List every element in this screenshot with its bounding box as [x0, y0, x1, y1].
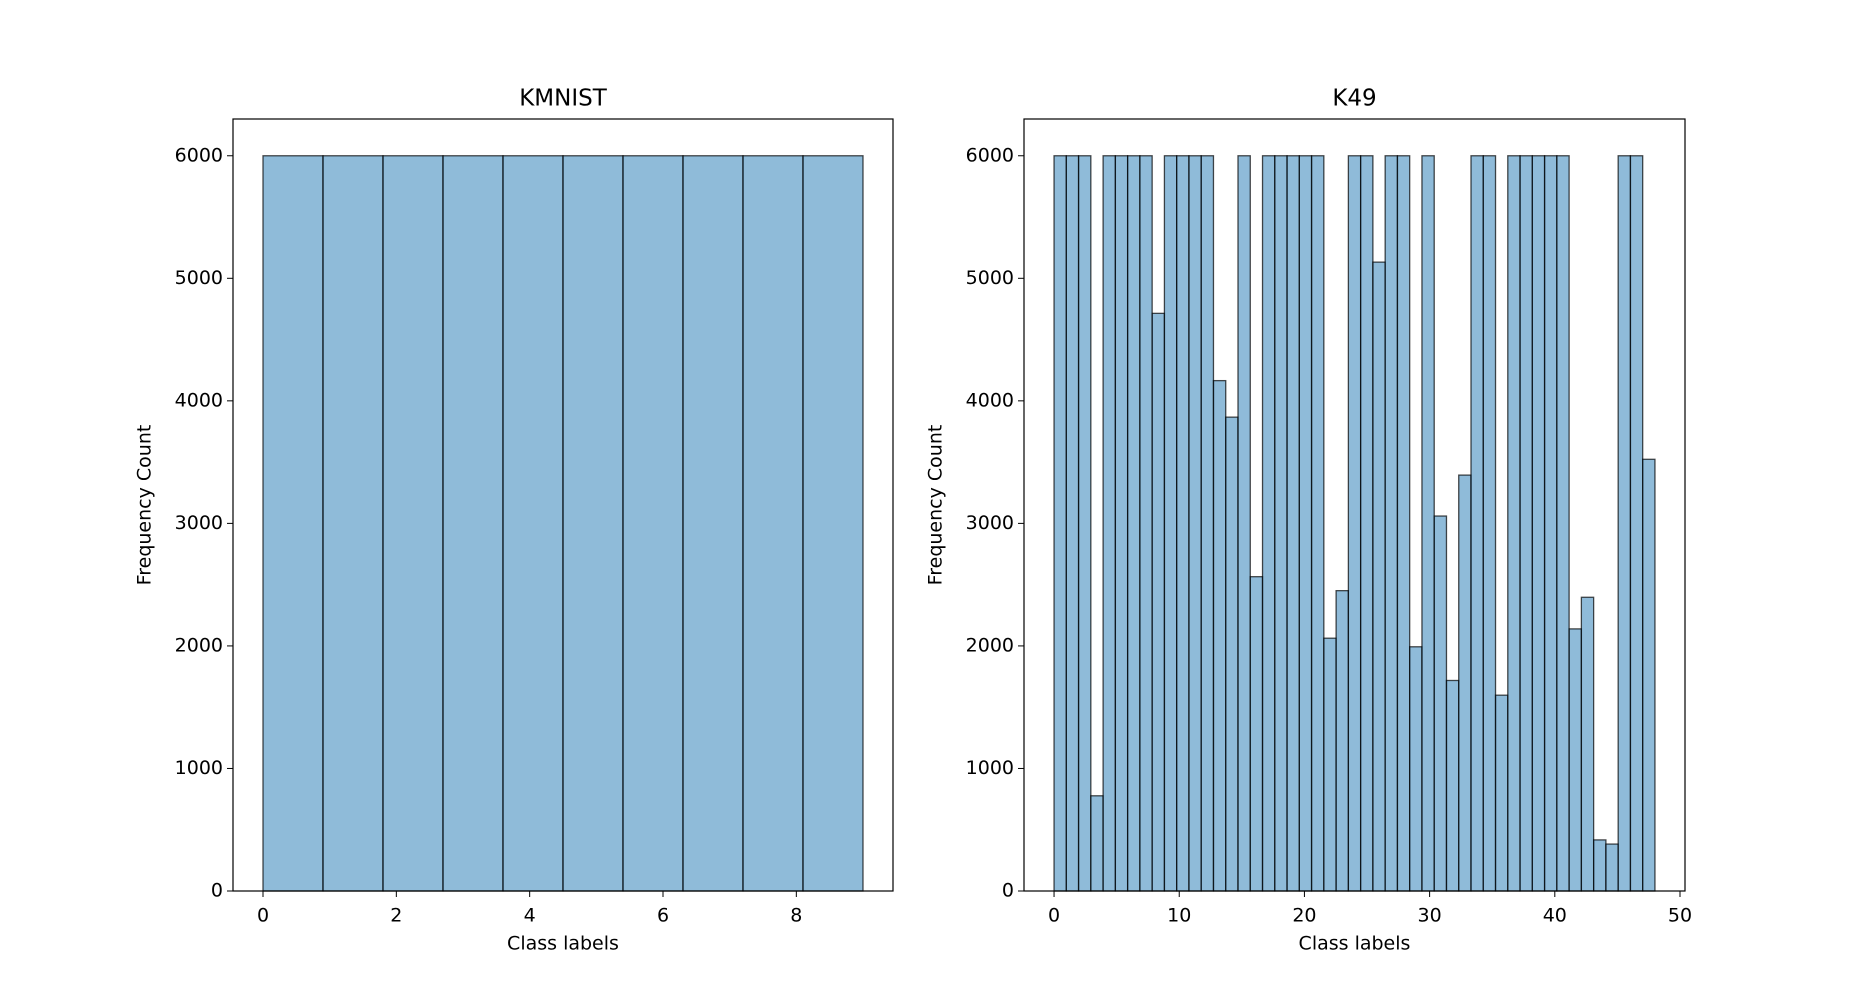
bar	[1188, 155, 1202, 892]
bar	[1642, 458, 1656, 892]
chart-title: K49	[1332, 86, 1376, 112]
bar	[1482, 155, 1497, 892]
x-tick-label: 6	[657, 905, 669, 927]
bar	[1396, 155, 1411, 892]
bar	[1237, 155, 1251, 892]
bar	[1409, 646, 1423, 892]
bar	[1225, 416, 1239, 892]
bar	[1592, 839, 1607, 892]
bar	[1543, 155, 1558, 892]
bar	[1077, 155, 1092, 892]
x-tick-label: 2	[390, 905, 402, 927]
bar	[1200, 155, 1215, 892]
bar	[1568, 628, 1583, 892]
y-axis-label: Frequency Count	[134, 425, 156, 586]
bar	[1445, 679, 1460, 892]
bar	[1090, 795, 1104, 892]
bar	[1310, 155, 1325, 892]
bar	[1212, 379, 1227, 892]
bar	[1359, 155, 1374, 892]
bar	[382, 155, 444, 892]
bar	[1347, 155, 1362, 892]
bar	[1556, 155, 1570, 892]
bar	[1298, 155, 1313, 892]
bar	[442, 155, 504, 892]
bar	[1053, 155, 1067, 892]
bar	[1065, 155, 1080, 892]
bar	[1335, 590, 1350, 892]
y-tick-label: 6000	[966, 144, 1014, 166]
chart-title: KMNIST	[519, 86, 608, 112]
bar	[622, 155, 684, 892]
x-tick-label: 30	[1418, 905, 1442, 927]
y-tick-label: 3000	[966, 512, 1014, 534]
x-tick-label: 50	[1668, 905, 1692, 927]
bar	[1323, 637, 1337, 892]
bar	[1629, 155, 1644, 892]
y-tick-label: 0	[211, 880, 223, 902]
bar	[1163, 155, 1178, 892]
bar	[1114, 155, 1129, 892]
bar	[1605, 843, 1619, 892]
x-tick-label: 8	[790, 905, 802, 927]
x-axis-label: Class labels	[1299, 933, 1411, 955]
bar	[1531, 155, 1546, 892]
bar	[1102, 155, 1117, 892]
y-tick-label: 3000	[175, 512, 223, 534]
bar	[1519, 155, 1533, 892]
bar	[742, 155, 804, 892]
bar	[1507, 155, 1521, 892]
bar	[1617, 155, 1632, 892]
bar	[1580, 596, 1595, 892]
x-tick-label: 10	[1167, 905, 1191, 927]
bar	[1139, 155, 1153, 892]
bar	[1470, 155, 1484, 892]
x-tick-label: 20	[1292, 905, 1316, 927]
y-tick-label: 0	[1002, 880, 1014, 902]
bar	[1433, 515, 1448, 892]
bar	[322, 155, 384, 892]
x-tick-label: 0	[257, 905, 269, 927]
y-tick-label: 4000	[966, 389, 1014, 411]
bar	[262, 155, 324, 892]
axes-frame	[232, 118, 894, 892]
y-tick-label: 2000	[175, 634, 223, 656]
y-tick-label: 1000	[966, 757, 1014, 779]
x-tick-label: 0	[1048, 905, 1060, 927]
x-axis-label: Class labels	[507, 933, 619, 955]
bar	[1261, 155, 1276, 892]
axes-frame	[1023, 118, 1686, 892]
bar	[1384, 155, 1399, 892]
y-tick-label: 2000	[966, 634, 1014, 656]
x-tick-label: 4	[524, 905, 536, 927]
bar	[1458, 474, 1472, 892]
bar	[1151, 312, 1166, 892]
y-tick-label: 4000	[175, 389, 223, 411]
y-tick-label: 6000	[175, 144, 223, 166]
bar	[562, 155, 624, 892]
bar	[1494, 694, 1509, 892]
bar	[1421, 155, 1435, 892]
bar	[1274, 155, 1288, 892]
bar	[802, 155, 864, 892]
y-tick-label: 5000	[966, 267, 1014, 289]
x-tick-label: 40	[1543, 905, 1567, 927]
bar	[1286, 155, 1300, 892]
bar	[502, 155, 564, 892]
bar	[1126, 155, 1141, 892]
bar	[1372, 261, 1386, 892]
y-tick-label: 5000	[175, 267, 223, 289]
bar	[1249, 576, 1264, 892]
bar	[682, 155, 744, 892]
bar	[1176, 155, 1190, 892]
y-tick-label: 1000	[175, 757, 223, 779]
y-axis-label: Frequency Count	[925, 425, 947, 586]
